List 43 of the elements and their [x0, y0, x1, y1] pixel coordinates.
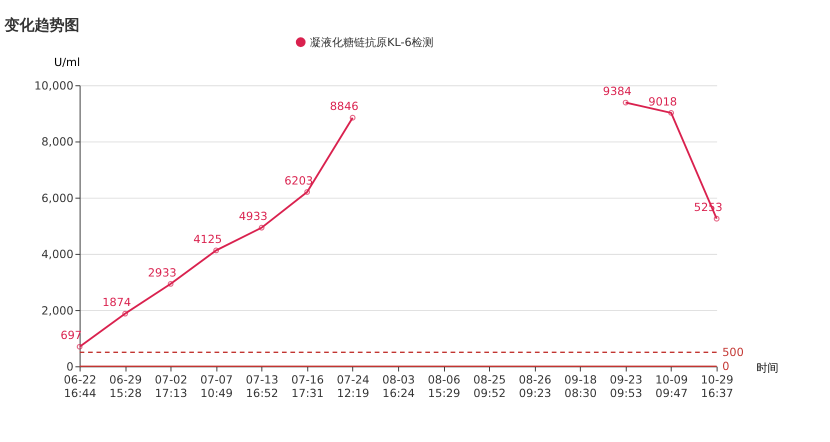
x-tick-label: 09-18 08:30	[564, 374, 597, 400]
data-label: 4933	[238, 210, 268, 224]
x-tick-label: 08-06 15:29	[428, 374, 460, 400]
data-label: 6203	[284, 174, 313, 188]
x-tick-label: 10-09 09:47	[655, 374, 688, 400]
ref-line-label: 500	[722, 346, 744, 360]
data-label: 9384	[602, 85, 632, 98]
x-tick-label: 07-13 16:52	[246, 374, 278, 400]
x-tick-label: 08-03 16:24	[382, 374, 415, 400]
x-tick-label: 07-07 10:49	[200, 374, 233, 400]
x-tick-label: 09-23 09:53	[610, 374, 642, 400]
x-tick-label: 07-02 17:13	[154, 374, 188, 400]
y-tick-label: 10,000	[34, 79, 74, 92]
point	[168, 280, 174, 287]
data-label: 4125	[193, 232, 222, 246]
y-tick-label: 8,000	[41, 136, 74, 149]
data-label: 9018	[648, 95, 678, 108]
data-label: 2933	[148, 266, 176, 280]
x-tick-label: 08-25 09:52	[473, 374, 506, 400]
y-tick-label: 6,000	[41, 192, 74, 205]
y-tick-label: 0	[66, 360, 74, 374]
data-label: 1874	[102, 296, 131, 310]
ref-line-label: 0	[722, 360, 730, 374]
point	[668, 110, 674, 116]
point	[213, 247, 220, 254]
y-tick-label: 4,000	[41, 248, 74, 262]
data-label: 8846	[330, 100, 358, 114]
x-tick-label: 06-22 16:44	[64, 374, 96, 400]
x-tick-label: 06-29 15:28	[109, 374, 142, 400]
point	[350, 114, 356, 121]
x-axis-title: 时间	[756, 361, 778, 374]
legend-label: 凝液化糖链抗原KL-6检测	[310, 36, 434, 49]
point	[622, 100, 629, 106]
x-tick-label: 10-29 16:37	[700, 374, 734, 400]
x-tick-label: 07-24 12:19	[336, 374, 370, 400]
point	[122, 310, 128, 317]
point	[258, 224, 265, 231]
x-tick-label: 07-16 17:31	[291, 374, 324, 400]
y-axis-title: U/ml	[54, 56, 80, 70]
point	[304, 189, 310, 195]
y-tick-label: 2,000	[41, 304, 74, 318]
x-tick-label: 08-26 09:23	[518, 374, 552, 400]
chart-title: 变化趋势图	[4, 16, 80, 34]
